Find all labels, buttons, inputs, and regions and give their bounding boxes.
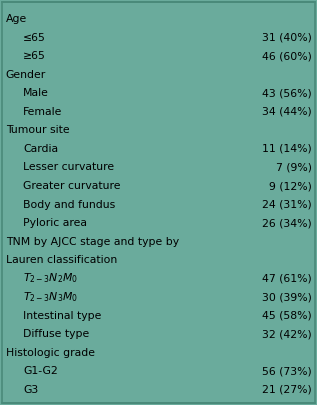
- Text: ≥65: ≥65: [23, 51, 46, 62]
- Text: Greater curvature: Greater curvature: [23, 181, 121, 191]
- Text: Body and fundus: Body and fundus: [23, 200, 115, 209]
- Text: 7 (9%): 7 (9%): [276, 162, 312, 173]
- Text: Lauren classification: Lauren classification: [6, 255, 117, 265]
- Text: 24 (31%): 24 (31%): [262, 200, 312, 209]
- Text: $T_{2-3}N_{3}M_{0}$: $T_{2-3}N_{3}M_{0}$: [23, 290, 78, 304]
- Text: 43 (56%): 43 (56%): [262, 88, 312, 98]
- Text: ≤65: ≤65: [23, 33, 46, 43]
- Text: Histologic grade: Histologic grade: [6, 347, 95, 358]
- Text: 30 (39%): 30 (39%): [262, 292, 312, 302]
- Text: $T_{2-3}N_{2}M_{0}$: $T_{2-3}N_{2}M_{0}$: [23, 272, 78, 286]
- Text: 46 (60%): 46 (60%): [262, 51, 312, 62]
- Text: 26 (34%): 26 (34%): [262, 218, 312, 228]
- Text: TNM by AJCC stage and type by: TNM by AJCC stage and type by: [6, 237, 179, 247]
- Text: 31 (40%): 31 (40%): [262, 33, 312, 43]
- Text: G1-G2: G1-G2: [23, 366, 58, 376]
- Text: G3: G3: [23, 385, 38, 394]
- Text: 32 (42%): 32 (42%): [262, 329, 312, 339]
- Text: 56 (73%): 56 (73%): [262, 366, 312, 376]
- Text: Lesser curvature: Lesser curvature: [23, 162, 114, 173]
- Text: Tumour site: Tumour site: [6, 126, 69, 135]
- Text: Intestinal type: Intestinal type: [23, 311, 101, 321]
- Text: Male: Male: [23, 88, 49, 98]
- Text: Female: Female: [23, 107, 62, 117]
- Text: Pyloric area: Pyloric area: [23, 218, 87, 228]
- Text: Cardia: Cardia: [23, 144, 58, 154]
- Text: Age: Age: [6, 15, 27, 24]
- Text: 45 (58%): 45 (58%): [262, 311, 312, 321]
- Text: Diffuse type: Diffuse type: [23, 329, 89, 339]
- Text: 34 (44%): 34 (44%): [262, 107, 312, 117]
- Text: Gender: Gender: [6, 70, 46, 80]
- Text: 9 (12%): 9 (12%): [269, 181, 312, 191]
- Text: 21 (27%): 21 (27%): [262, 385, 312, 394]
- Text: 47 (61%): 47 (61%): [262, 274, 312, 284]
- Text: 11 (14%): 11 (14%): [262, 144, 312, 154]
